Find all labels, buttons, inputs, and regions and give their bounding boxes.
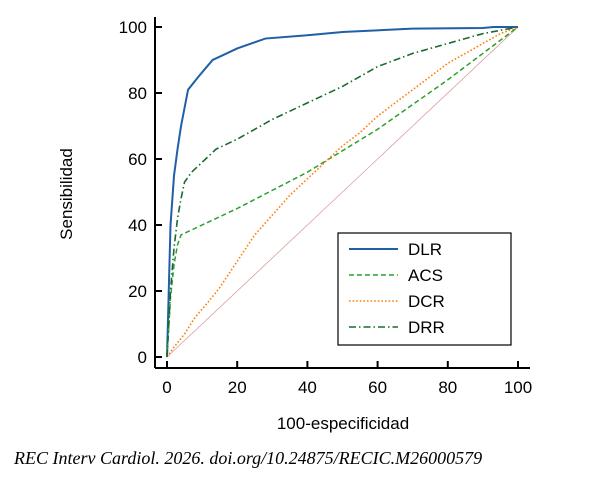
y-tick-label: 40 bbox=[128, 216, 147, 235]
series-group bbox=[166, 26, 519, 358]
x-tick-label: 100 bbox=[504, 378, 532, 397]
y-tick-label: 80 bbox=[128, 84, 147, 103]
citation-text: REC Interv Cardiol. 2026. doi.org/10.248… bbox=[14, 448, 483, 468]
legend-label-dcr: DCR bbox=[408, 292, 445, 311]
axes: 0 20 40 60 80 100 0 20 40 60 80 100 bbox=[119, 17, 532, 397]
legend-label-drr: DRR bbox=[408, 318, 445, 337]
y-tick-label: 60 bbox=[128, 150, 147, 169]
x-tick-label: 0 bbox=[162, 378, 171, 397]
series-line-acs bbox=[166, 26, 519, 358]
y-axis-title: Sensibilidad bbox=[57, 148, 76, 240]
legend: DLR ACS DCR DRR bbox=[337, 232, 512, 346]
x-tick-label: 40 bbox=[298, 378, 317, 397]
legend-label-dlr: DLR bbox=[408, 240, 442, 259]
x-tick-label: 80 bbox=[438, 378, 457, 397]
reference-line-group bbox=[166, 26, 519, 358]
y-tick-label: 100 bbox=[119, 18, 147, 37]
x-tick-label: 60 bbox=[368, 378, 387, 397]
reference-diagonal-line bbox=[166, 26, 519, 358]
series-line-dlr bbox=[166, 26, 518, 358]
x-axis-title: 100-especificidad bbox=[277, 414, 409, 433]
y-tick-label: 20 bbox=[128, 282, 147, 301]
legend-label-acs: ACS bbox=[408, 266, 443, 285]
series-line-drr bbox=[166, 26, 519, 358]
x-tick-label: 20 bbox=[228, 378, 247, 397]
y-tick-label: 0 bbox=[138, 348, 147, 367]
